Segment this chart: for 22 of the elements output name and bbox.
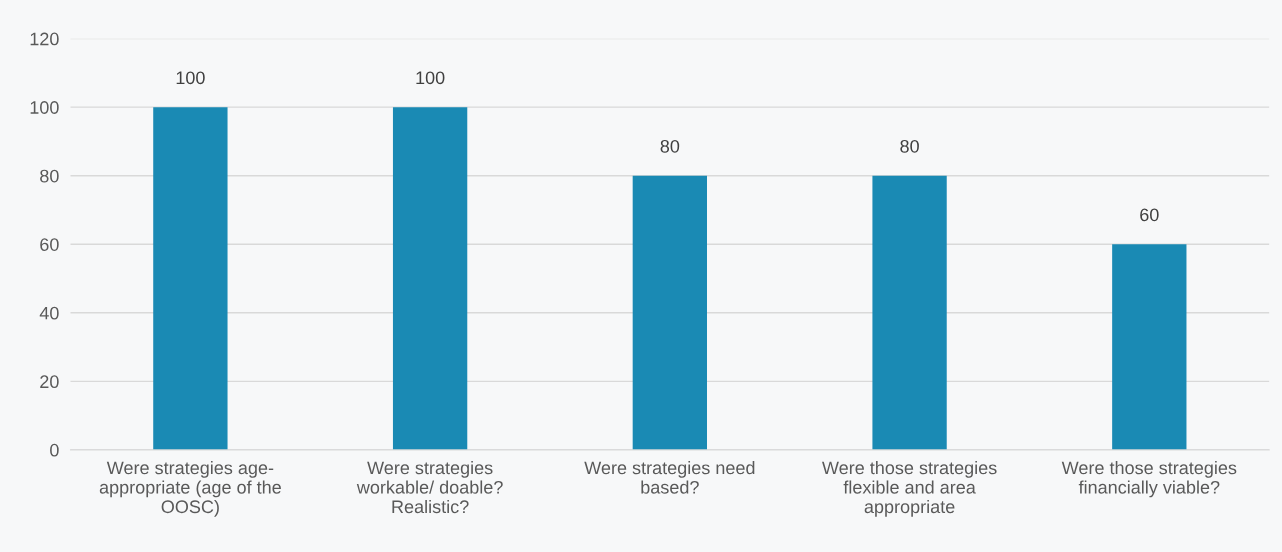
x-tick-label: Were strategies need based? — [584, 460, 755, 494]
y-tick-label: 100 — [30, 101, 59, 114]
y-tick-label: 20 — [40, 375, 59, 389]
bar — [153, 107, 228, 450]
data-label: 80 — [660, 139, 680, 153]
y-tick-label: 80 — [40, 169, 59, 183]
bar — [1112, 244, 1187, 450]
bar — [872, 175, 947, 450]
data-label: 100 — [176, 71, 205, 85]
y-tick-label: 40 — [39, 306, 59, 320]
bar — [632, 175, 707, 450]
y-tick-label: 60 — [40, 238, 59, 251]
y-tick-label: 120 — [30, 32, 59, 46]
bar — [392, 107, 468, 450]
x-tick-label: Were those strategies flexible and area appropriate — [822, 460, 997, 517]
y-tick-label: 0 — [50, 443, 59, 457]
x-tick-label: Were strategies age- appropriate (age of the OOSC) — [99, 460, 281, 517]
data-label: 60 — [1140, 208, 1159, 222]
x-tick-label: Were strategies workable/ doable? Realistic? — [356, 460, 503, 514]
data-label: 80 — [900, 139, 919, 153]
x-tick-label: Were those strategies financially viable? — [1061, 460, 1237, 498]
data-label: 100 — [416, 71, 445, 85]
